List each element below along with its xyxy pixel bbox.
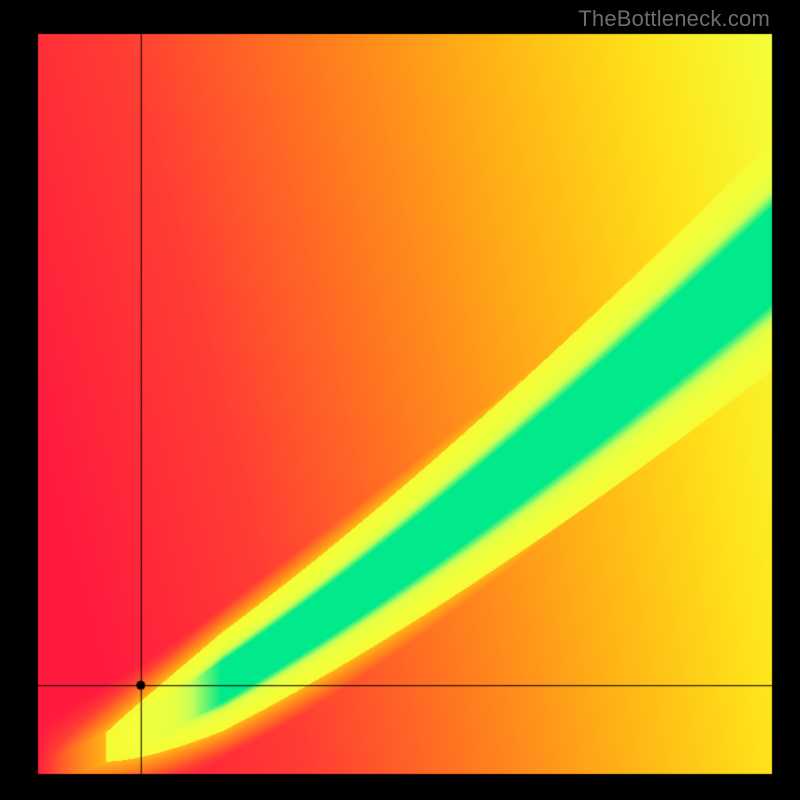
watermark-text: TheBottleneck.com [578,6,770,32]
bottleneck-heatmap [0,0,800,800]
